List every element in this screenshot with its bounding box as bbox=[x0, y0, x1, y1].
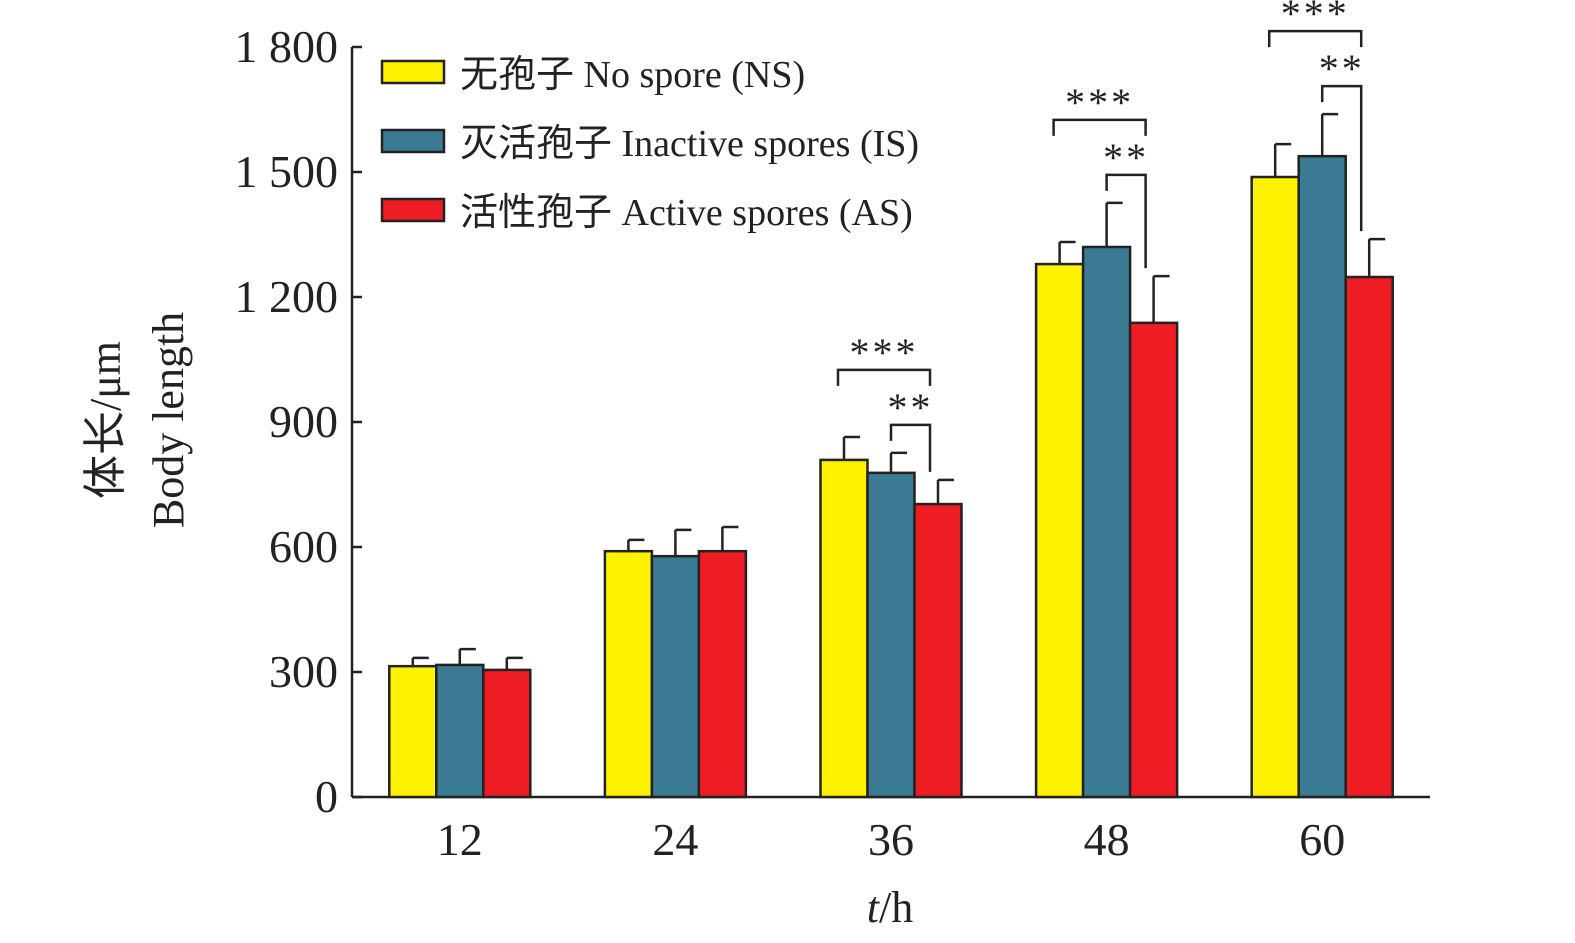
significance-label: ** bbox=[1103, 135, 1149, 180]
bar bbox=[1344, 275, 1394, 799]
legend-label: 灭活孢子 Inactive spores (IS) bbox=[460, 123, 919, 165]
significance-bracket bbox=[1052, 118, 1147, 136]
bar bbox=[482, 668, 532, 799]
significance-bracket bbox=[1267, 29, 1363, 48]
bar bbox=[819, 458, 869, 799]
legend-swatch bbox=[380, 197, 446, 223]
bar bbox=[1250, 175, 1300, 799]
x-axis-label: t/h bbox=[867, 883, 913, 932]
legend: 无孢子 No spore (NS) 灭活孢子 Inactive spores (I… bbox=[380, 54, 919, 234]
significance-label: ** bbox=[888, 385, 934, 430]
x-tick-label: 12 bbox=[437, 814, 483, 865]
legend-label: 活性孢子 Active spores (AS) bbox=[460, 192, 913, 234]
significance-bracket bbox=[1105, 173, 1147, 269]
bar bbox=[1034, 262, 1085, 799]
y-tick-label: 0 bbox=[315, 771, 338, 822]
bars bbox=[388, 112, 1394, 799]
bar bbox=[1128, 321, 1179, 799]
y-tick-label: 1 800 bbox=[235, 21, 339, 72]
bar bbox=[1081, 245, 1132, 799]
x-tick-label: 36 bbox=[868, 814, 914, 865]
x-axis-label-unit: /h bbox=[879, 883, 913, 932]
significance-label: *** bbox=[850, 330, 919, 375]
significance-bracket bbox=[889, 423, 932, 472]
bar bbox=[866, 471, 916, 799]
bar bbox=[388, 664, 438, 799]
significance-label: *** bbox=[1281, 0, 1350, 36]
y-axis-label-english: Body length bbox=[144, 312, 193, 528]
y-tick-label: 1 200 bbox=[235, 271, 339, 322]
significance-label: ** bbox=[1319, 46, 1365, 91]
y-tick-label: 1 500 bbox=[235, 146, 339, 197]
bar bbox=[435, 663, 485, 799]
legend-swatch bbox=[380, 128, 446, 154]
y-axis-label-chinese: 体长/μm bbox=[81, 341, 130, 499]
bar bbox=[913, 502, 963, 799]
significance-annotations: *************** bbox=[836, 0, 1365, 472]
legend-swatch bbox=[380, 59, 446, 85]
x-tick-label: 60 bbox=[1299, 814, 1345, 865]
bar bbox=[697, 549, 748, 799]
significance-label: *** bbox=[1065, 80, 1134, 125]
y-tick-label: 600 bbox=[269, 521, 338, 572]
x-axis-label-italic: t bbox=[867, 883, 881, 932]
bar bbox=[1297, 154, 1347, 799]
significance-bracket bbox=[836, 368, 932, 386]
x-tick-label: 48 bbox=[1084, 814, 1130, 865]
axes: 0 300 600 900 1 200 1 500 1 800 12 24 36 48 60 bbox=[235, 21, 1430, 865]
bar bbox=[650, 554, 701, 799]
legend-label: 无孢子 No spore (NS) bbox=[460, 54, 805, 96]
y-tick-label: 300 bbox=[269, 646, 338, 697]
bar bbox=[603, 549, 654, 799]
x-tick-label: 24 bbox=[652, 814, 698, 865]
y-tick-label: 900 bbox=[269, 396, 338, 447]
significance-bracket bbox=[1320, 84, 1363, 232]
